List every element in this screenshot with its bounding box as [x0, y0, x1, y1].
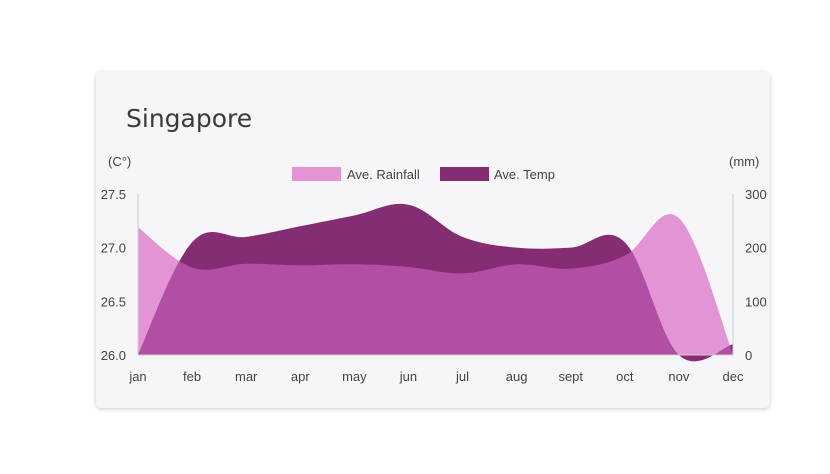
legend: Ave. Rainfall Ave. Temp — [292, 167, 555, 182]
legend-swatch-temp — [440, 167, 489, 181]
chart: 27.5 27.0 26.5 26.0 300 200 100 0 jan feb mar apr… — [101, 154, 767, 384]
right-tick-label: 100 — [745, 294, 767, 309]
plot-areas — [138, 203, 733, 362]
x-tick-label: may — [342, 369, 367, 384]
x-tick-label: nov — [668, 369, 689, 384]
right-unit-label: (mm) — [729, 154, 759, 169]
left-tick-labels: 27.5 27.0 26.5 26.0 — [101, 187, 126, 363]
left-tick-label: 27.5 — [101, 187, 126, 202]
x-tick-label: dec — [723, 369, 744, 384]
right-tick-label: 200 — [745, 241, 767, 256]
x-tick-label: mar — [235, 369, 258, 384]
x-tick-label: jul — [455, 369, 469, 384]
overlap-area — [138, 214, 733, 355]
legend-label-rainfall: Ave. Rainfall — [347, 167, 420, 182]
right-tick-label: 0 — [745, 348, 752, 363]
x-tick-label: apr — [291, 369, 310, 384]
x-tick-label: jan — [128, 369, 146, 384]
chart-title: Singapore — [126, 104, 253, 133]
x-tick-label: jun — [399, 369, 417, 384]
x-tick-label: sept — [558, 369, 583, 384]
left-tick-label: 26.0 — [101, 348, 126, 363]
x-tick-labels: jan feb mar apr may jun jul aug sept oct nov dec — [128, 369, 744, 384]
chart-card: Singapore 27.5 27.0 26.5 26.0 300 200 100 0 ja… — [96, 72, 770, 408]
x-tick-label: aug — [506, 369, 528, 384]
right-tick-labels: 300 200 100 0 — [745, 187, 767, 363]
x-tick-label: oct — [616, 369, 634, 384]
legend-swatch-rainfall — [292, 167, 341, 181]
x-tick-label: feb — [183, 369, 201, 384]
right-tick-label: 300 — [745, 187, 767, 202]
left-tick-label: 26.5 — [101, 294, 126, 309]
left-unit-label: (C°) — [108, 154, 131, 169]
left-tick-label: 27.0 — [101, 241, 126, 256]
legend-label-temp: Ave. Temp — [494, 167, 555, 182]
